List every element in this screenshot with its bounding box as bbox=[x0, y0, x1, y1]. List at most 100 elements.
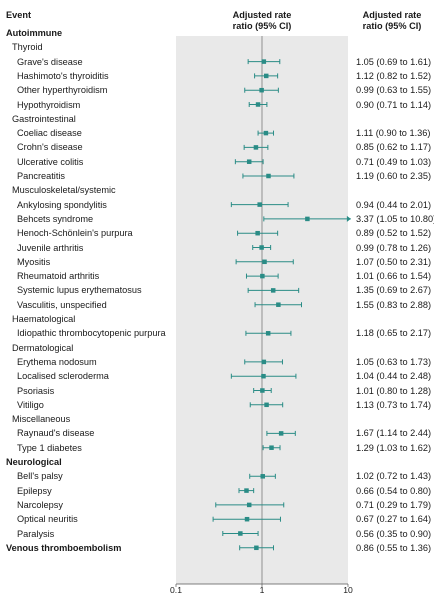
ci-value: 3.37 (1.05 to 10.80) bbox=[356, 213, 434, 224]
row-label: Epilepsy bbox=[17, 485, 52, 496]
point-estimate bbox=[266, 173, 271, 179]
group-label: Autoimmune bbox=[6, 28, 63, 38]
subgroup-label: Gastrointestinal bbox=[12, 113, 76, 124]
point-estimate bbox=[259, 245, 264, 250]
ci-header: Adjusted rate ratio (95% CI) bbox=[352, 10, 432, 32]
row-label: Optical neuritis bbox=[17, 514, 78, 525]
point-estimate bbox=[261, 59, 267, 64]
ci-value: 0.90 (0.71 to 1.14) bbox=[356, 99, 432, 110]
point-estimate bbox=[261, 359, 267, 365]
row-label: Hashimoto's thyroiditis bbox=[17, 70, 109, 81]
ci-value: 0.89 (0.52 to 1.52) bbox=[356, 228, 432, 239]
row-label: Vitiligo bbox=[17, 399, 44, 410]
group-label: Venous thromboembolism bbox=[6, 542, 122, 553]
ci-value: 1.02 (0.72 to 1.43) bbox=[356, 471, 432, 482]
point-estimate bbox=[246, 159, 252, 164]
ci-value: 1.05 (0.63 to 1.73) bbox=[356, 356, 432, 367]
point-estimate bbox=[263, 73, 269, 79]
ci-header-line2: ratio (95% CI) bbox=[362, 21, 422, 31]
ci-value: 1.13 (0.73 to 1.74) bbox=[356, 399, 432, 410]
point-estimate bbox=[261, 373, 266, 379]
ci-value: 1.01 (0.80 to 1.28) bbox=[356, 385, 432, 396]
subgroup-label: Dermatological bbox=[12, 342, 74, 353]
point-estimate bbox=[260, 388, 265, 393]
row-label: Ulcerative colitis bbox=[17, 156, 84, 167]
point-estimate bbox=[305, 216, 310, 222]
point-estimate bbox=[263, 130, 269, 136]
ci-value: 0.99 (0.63 to 1.55) bbox=[356, 85, 432, 96]
ci-value: 0.71 (0.29 to 1.79) bbox=[356, 499, 432, 510]
ci-header-line1: Adjusted rate bbox=[362, 10, 422, 20]
point-estimate bbox=[244, 488, 249, 493]
point-estimate bbox=[269, 445, 274, 450]
point-estimate bbox=[259, 87, 264, 93]
row-label: Narcolepsy bbox=[17, 499, 63, 510]
row-label: Other hyperthyroidism bbox=[17, 85, 108, 96]
ratio-header-line2: ratio (95% CI) bbox=[232, 21, 292, 31]
point-estimate bbox=[246, 502, 252, 508]
ci-value: 0.66 (0.54 to 0.80) bbox=[356, 485, 432, 496]
point-estimate bbox=[255, 102, 261, 107]
ci-value: 0.99 (0.78 to 1.26) bbox=[356, 242, 432, 253]
point-estimate bbox=[244, 516, 250, 522]
ci-value: 1.01 (0.66 to 1.54) bbox=[356, 271, 432, 282]
row-label: Bell's palsy bbox=[17, 471, 63, 482]
row-label: Localised scleroderma bbox=[17, 371, 109, 382]
point-estimate bbox=[254, 545, 259, 551]
ci-value: 0.85 (0.62 to 1.17) bbox=[356, 142, 432, 153]
ci-value: 1.04 (0.44 to 2.48) bbox=[356, 371, 432, 382]
group-label: Neurological bbox=[6, 457, 62, 467]
point-estimate bbox=[238, 531, 243, 536]
point-estimate bbox=[276, 302, 281, 307]
row-label: Henoch-Schönlein's purpura bbox=[17, 228, 133, 239]
ci-value: 1.35 (0.69 to 2.67) bbox=[356, 285, 432, 296]
row-label: Grave's disease bbox=[17, 56, 83, 67]
ci-value: 1.29 (1.03 to 1.62) bbox=[356, 442, 432, 453]
row-label: Rheumatoid arthritis bbox=[17, 271, 100, 282]
row-label: Type 1 diabetes bbox=[17, 442, 82, 453]
ci-value: 0.67 (0.27 to 1.64) bbox=[356, 514, 432, 525]
ci-arrow bbox=[346, 215, 351, 222]
row-label: Myositis bbox=[17, 256, 51, 267]
subgroup-label: Haematological bbox=[12, 314, 76, 324]
row-label: Hypothyroidism bbox=[17, 99, 81, 110]
point-estimate bbox=[257, 202, 262, 207]
x-tick-label: 0.1 bbox=[170, 585, 182, 595]
row-label: Behcets syndrome bbox=[17, 213, 94, 224]
ci-value: 1.18 (0.65 to 2.17) bbox=[356, 328, 432, 339]
row-label: Systemic lupus erythematosus bbox=[17, 285, 142, 296]
point-estimate bbox=[264, 402, 269, 408]
subgroup-label: Miscellaneous bbox=[12, 414, 71, 425]
point-estimate bbox=[270, 288, 276, 293]
row-label: Juvenile arthritis bbox=[17, 242, 84, 253]
ci-value: 0.56 (0.35 to 0.90) bbox=[356, 528, 432, 539]
ci-value: 1.67 (1.14 to 2.44) bbox=[356, 428, 432, 439]
event-header: Event bbox=[6, 10, 32, 20]
row-label: Idiopathic thrombocytopenic purpura bbox=[17, 328, 166, 339]
row-label: Pancreatitis bbox=[17, 171, 66, 181]
row-label: Paralysis bbox=[17, 528, 55, 539]
subgroup-label: Thyroid bbox=[12, 42, 43, 53]
point-estimate bbox=[253, 145, 259, 150]
ci-value: 1.55 (0.83 to 2.88) bbox=[356, 299, 432, 310]
row-label: Raynaud's disease bbox=[17, 428, 95, 439]
point-estimate bbox=[262, 259, 267, 265]
point-estimate bbox=[260, 474, 265, 479]
x-tick-label: 1 bbox=[259, 585, 265, 595]
point-estimate bbox=[278, 431, 284, 436]
row-label: Coeliac disease bbox=[17, 128, 82, 139]
ci-value: 0.94 (0.44 to 2.01) bbox=[356, 199, 432, 210]
ci-value: 1.19 (0.60 to 2.35) bbox=[356, 171, 432, 181]
ci-value: 1.05 (0.69 to 1.61) bbox=[356, 56, 432, 67]
row-label: Erythema nodosum bbox=[17, 356, 97, 367]
point-estimate bbox=[265, 331, 271, 336]
row-label: Psoriasis bbox=[17, 385, 55, 396]
point-estimate bbox=[260, 273, 265, 279]
subgroup-label: Musculoskeletal/systemic bbox=[12, 185, 116, 196]
row-label: Crohn's disease bbox=[17, 142, 83, 153]
row-label: Vasculitis, unspecified bbox=[17, 299, 107, 310]
ci-value: 0.71 (0.49 to 1.03) bbox=[356, 156, 432, 167]
ci-value: 1.11 (0.90 to 1.36) bbox=[356, 128, 431, 139]
ci-value: 1.07 (0.50 to 2.31) bbox=[356, 256, 432, 267]
